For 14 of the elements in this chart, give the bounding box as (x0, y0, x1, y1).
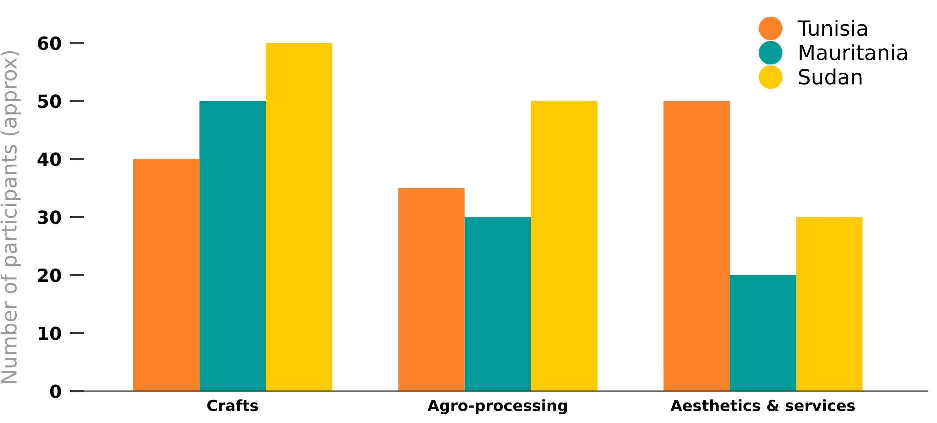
legend-label: Mauritania (800, 44, 907, 61)
y-tick-label: 0 (50, 384, 62, 398)
y-tick-label: 10 (39, 326, 62, 340)
x-tick-label: Aesthetics & services (670, 400, 856, 412)
y-tick-label: 30 (38, 210, 62, 224)
y-tick-label: 20 (38, 268, 62, 282)
legend-label: Tunisia (798, 20, 868, 36)
x-tick-label: Agro-processing (428, 400, 568, 415)
y-axis-title: Number of participants (approx) (0, 51, 22, 383)
x-tick-label: Crafts (208, 400, 258, 412)
y-tick-label: 40 (38, 152, 62, 166)
legend-label: Sudan (799, 68, 862, 85)
y-tick-label: 60 (38, 36, 62, 50)
y-tick-label: 50 (38, 94, 62, 108)
